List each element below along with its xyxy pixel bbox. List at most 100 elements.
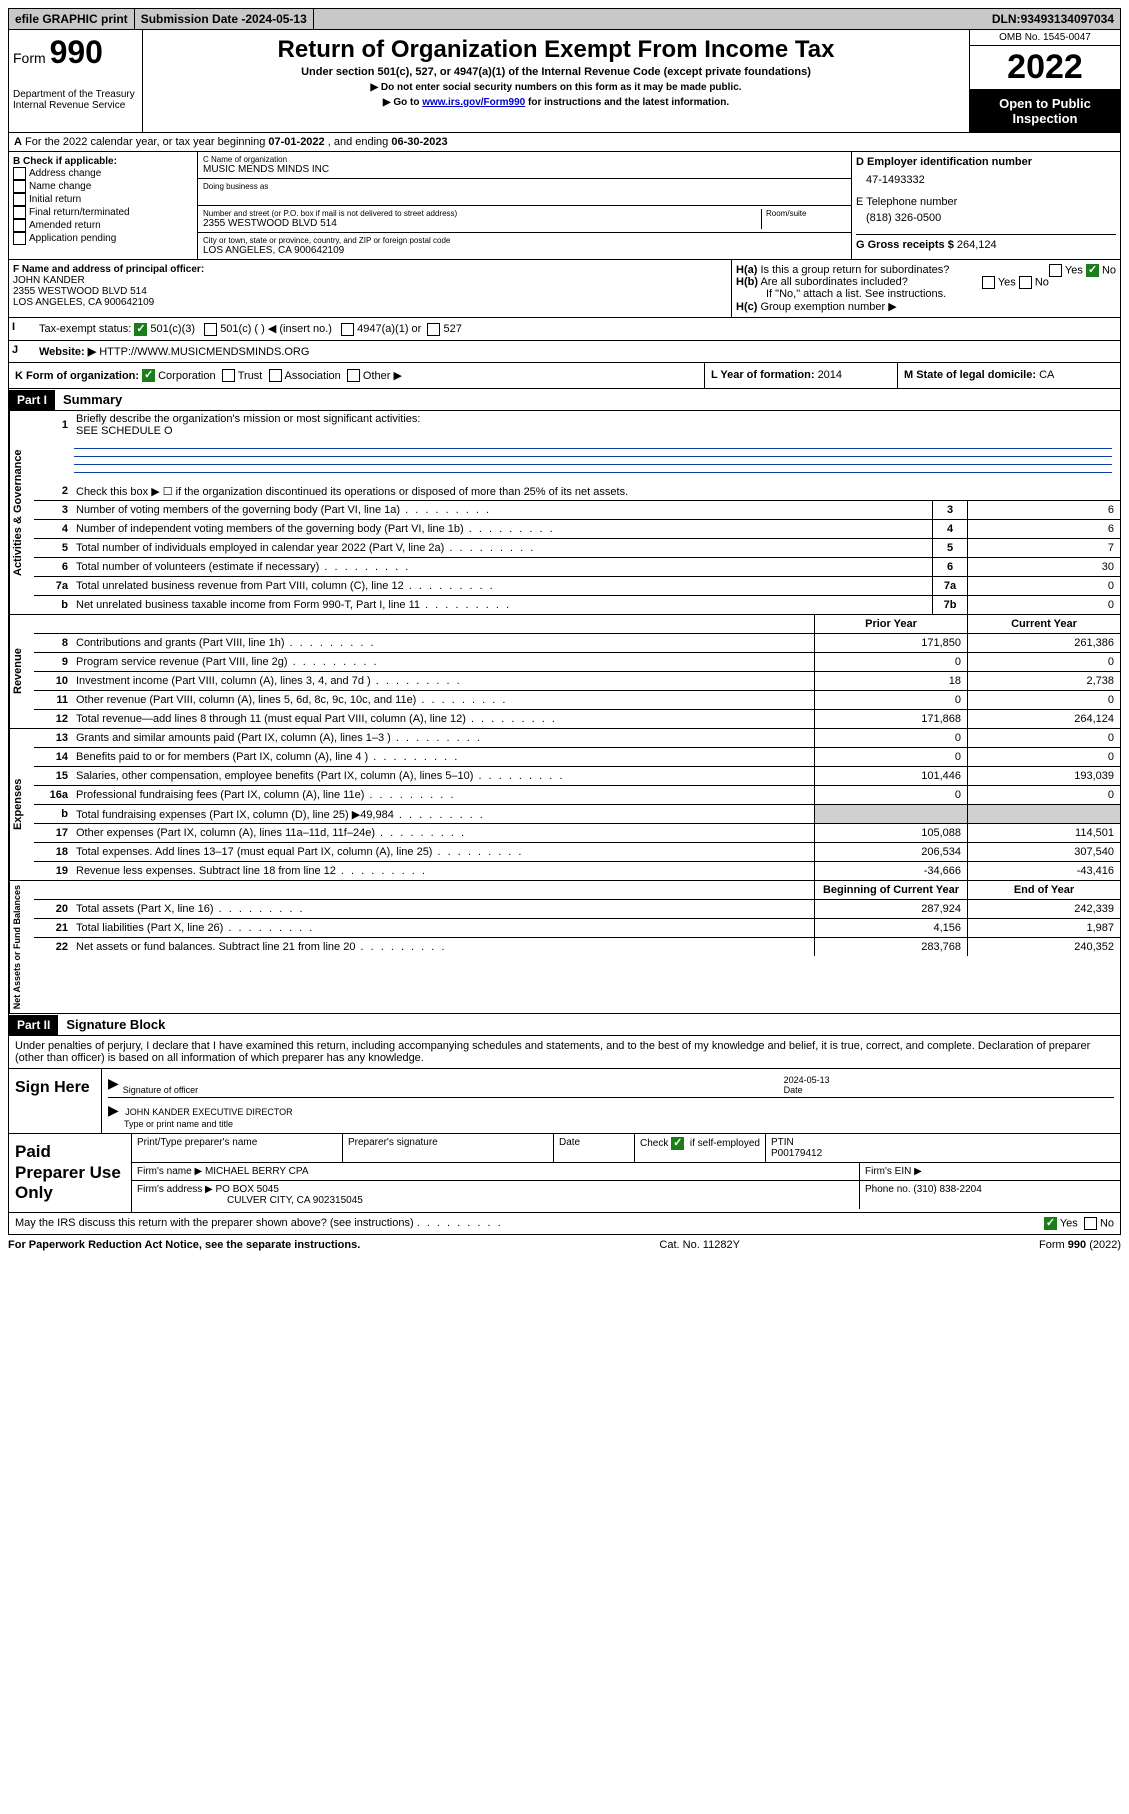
phone: (818) 326-0500 xyxy=(856,208,1116,234)
officer-street: 2355 WESTWOOD BLVD 514 xyxy=(13,286,147,297)
section-i: I Tax-exempt status: 501(c)(3) 501(c) ( … xyxy=(8,318,1121,341)
street: 2355 WESTWOOD BLVD 514 xyxy=(203,218,761,229)
form-subtitle: Under section 501(c), 527, or 4947(a)(1)… xyxy=(147,66,965,78)
row-12: 12 Total revenue—add lines 8 through 11 … xyxy=(34,710,1120,728)
sign-here-label: Sign Here xyxy=(9,1069,102,1133)
state-domicile: CA xyxy=(1039,369,1054,381)
checkbox-name-change[interactable] xyxy=(13,180,26,193)
section-f: F Name and address of principal officer:… xyxy=(9,260,732,317)
officer-name: JOHN KANDER xyxy=(13,275,85,286)
checkbox-hb-yes[interactable] xyxy=(982,276,995,289)
firm-phone: (310) 838-2204 xyxy=(913,1184,981,1195)
room-label: Room/suite xyxy=(766,209,846,218)
gov-row-7a: 7a Total unrelated business revenue from… xyxy=(34,577,1120,596)
footer-mid: Cat. No. 11282Y xyxy=(659,1239,740,1251)
checkbox-application-pending[interactable] xyxy=(13,232,26,245)
may-irs-row: May the IRS discuss this return with the… xyxy=(8,1213,1121,1235)
dept-label: Department of the Treasury xyxy=(13,89,138,100)
row-16a: 16a Professional fundraising fees (Part … xyxy=(34,786,1120,805)
row-22: 22 Net assets or fund balances. Subtract… xyxy=(34,938,1120,956)
checkbox-may-irs-yes[interactable] xyxy=(1044,1217,1057,1230)
checkbox-self-employed[interactable] xyxy=(671,1137,684,1150)
mission: SEE SCHEDULE O xyxy=(76,425,173,437)
gov-row-3: 3 Number of voting members of the govern… xyxy=(34,501,1120,520)
row-15: 15 Salaries, other compensation, employe… xyxy=(34,767,1120,786)
section-j: J Website: ▶ HTTP://WWW.MUSICMENDSMINDS.… xyxy=(8,341,1121,363)
row-20: 20 Total assets (Part X, line 16) 287,92… xyxy=(34,900,1120,919)
page-footer: For Paperwork Reduction Act Notice, see … xyxy=(8,1235,1121,1251)
gov-row-b: b Net unrelated business taxable income … xyxy=(34,596,1120,614)
top-bar: efile GRAPHIC print Submission Date - 20… xyxy=(8,8,1121,30)
form-label: Form xyxy=(13,50,46,66)
form-title: Return of Organization Exempt From Incom… xyxy=(147,36,965,64)
dln: DLN: 93493134097034 xyxy=(986,9,1120,29)
hb-note: If "No," attach a list. See instructions… xyxy=(736,288,1116,300)
row-18: 18 Total expenses. Add lines 13–17 (must… xyxy=(34,843,1120,862)
checkbox-association[interactable] xyxy=(269,369,282,382)
part1-header-row: Part I Summary xyxy=(8,389,1121,411)
arrow-icon: ▶ xyxy=(108,1102,119,1118)
dba-label: Doing business as xyxy=(203,182,846,191)
rev-header: Prior Year Current Year xyxy=(34,615,1120,634)
rev-label: Revenue xyxy=(9,615,34,728)
checkbox-initial-return[interactable] xyxy=(13,193,26,206)
header-mid: Return of Organization Exempt From Incom… xyxy=(143,30,969,132)
header-left: Form 990 Department of the Treasury Inte… xyxy=(9,30,143,132)
year-formation: 2014 xyxy=(818,369,842,381)
tax-year: 2022 xyxy=(970,46,1120,90)
row-b: b Total fundraising expenses (Part IX, c… xyxy=(34,805,1120,824)
section-governance: Activities & Governance 1 Briefly descri… xyxy=(9,411,1120,615)
part2-title: Signature Block xyxy=(58,1014,173,1035)
checkbox-501c3[interactable] xyxy=(134,323,147,336)
footer-right: Form 990 (2022) xyxy=(1039,1239,1121,1251)
main-info-block: B Check if applicable: Address change Na… xyxy=(8,152,1121,260)
footer-left: For Paperwork Reduction Act Notice, see … xyxy=(8,1239,360,1251)
firm-addr2: CULVER CITY, CA 902315045 xyxy=(137,1195,363,1206)
checkbox-may-irs-no[interactable] xyxy=(1084,1217,1097,1230)
part2-header: Part II xyxy=(9,1015,58,1035)
section-k-l-m: K Form of organization: Corporation Trus… xyxy=(8,363,1121,390)
checkbox-hb-no[interactable] xyxy=(1019,276,1032,289)
ptin: P00179412 xyxy=(771,1148,822,1159)
irs-link[interactable]: www.irs.gov/Form990 xyxy=(422,97,525,108)
city: LOS ANGELES, CA 900642109 xyxy=(203,245,846,256)
submission-date: Submission Date - 2024-05-13 xyxy=(135,9,314,29)
form-header: Form 990 Department of the Treasury Inte… xyxy=(8,30,1121,133)
row-14: 14 Benefits paid to or for members (Part… xyxy=(34,748,1120,767)
section-net-assets: Net Assets or Fund Balances Beginning of… xyxy=(9,881,1120,1013)
section-expenses: Expenses 13 Grants and similar amounts p… xyxy=(9,729,1120,881)
gov-label: Activities & Governance xyxy=(9,411,34,614)
gross-receipts: 264,124 xyxy=(957,239,997,251)
checkbox-ha-yes[interactable] xyxy=(1049,264,1062,277)
row-8: 8 Contributions and grants (Part VIII, l… xyxy=(34,634,1120,653)
city-label: City or town, state or province, country… xyxy=(203,236,846,245)
form-number: 990 xyxy=(50,34,103,70)
omb: OMB No. 1545-0047 xyxy=(970,30,1120,46)
net-label: Net Assets or Fund Balances xyxy=(9,881,34,1013)
paid-preparer-block: Paid Preparer Use Only Print/Type prepar… xyxy=(8,1134,1121,1212)
checkbox-ha-no[interactable] xyxy=(1086,264,1099,277)
header-right: OMB No. 1545-0047 2022 Open to Public In… xyxy=(969,30,1120,132)
checkbox-final-return[interactable] xyxy=(13,206,26,219)
checkbox-other[interactable] xyxy=(347,369,360,382)
line2: Check this box ▶ ☐ if the organization d… xyxy=(72,483,1120,500)
ein: 47-1493332 xyxy=(856,168,1116,196)
arrow-icon: ▶ xyxy=(108,1075,119,1095)
checkbox-501c[interactable] xyxy=(204,323,217,336)
section-a: A For the 2022 calendar year, or tax yea… xyxy=(8,133,1121,152)
signature-block: Under penalties of perjury, I declare th… xyxy=(8,1036,1121,1134)
checkbox-527[interactable] xyxy=(427,323,440,336)
paid-prep-label: Paid Preparer Use Only xyxy=(9,1134,132,1211)
section-b: B Check if applicable: Address change Na… xyxy=(9,152,198,259)
summary-table: Activities & Governance 1 Briefly descri… xyxy=(8,411,1121,1014)
checkbox-amended-return[interactable] xyxy=(13,219,26,232)
section-f-h: F Name and address of principal officer:… xyxy=(8,260,1121,318)
street-label: Number and street (or P.O. box if mail i… xyxy=(203,209,761,218)
checkbox-corporation[interactable] xyxy=(142,369,155,382)
checkbox-address-change[interactable] xyxy=(13,167,26,180)
part1-header: Part I xyxy=(9,390,55,410)
checkbox-4947[interactable] xyxy=(341,323,354,336)
checkbox-trust[interactable] xyxy=(222,369,235,382)
efile-label[interactable]: efile GRAPHIC print xyxy=(9,9,135,29)
sig-date: 2024-05-13 xyxy=(784,1075,1114,1085)
